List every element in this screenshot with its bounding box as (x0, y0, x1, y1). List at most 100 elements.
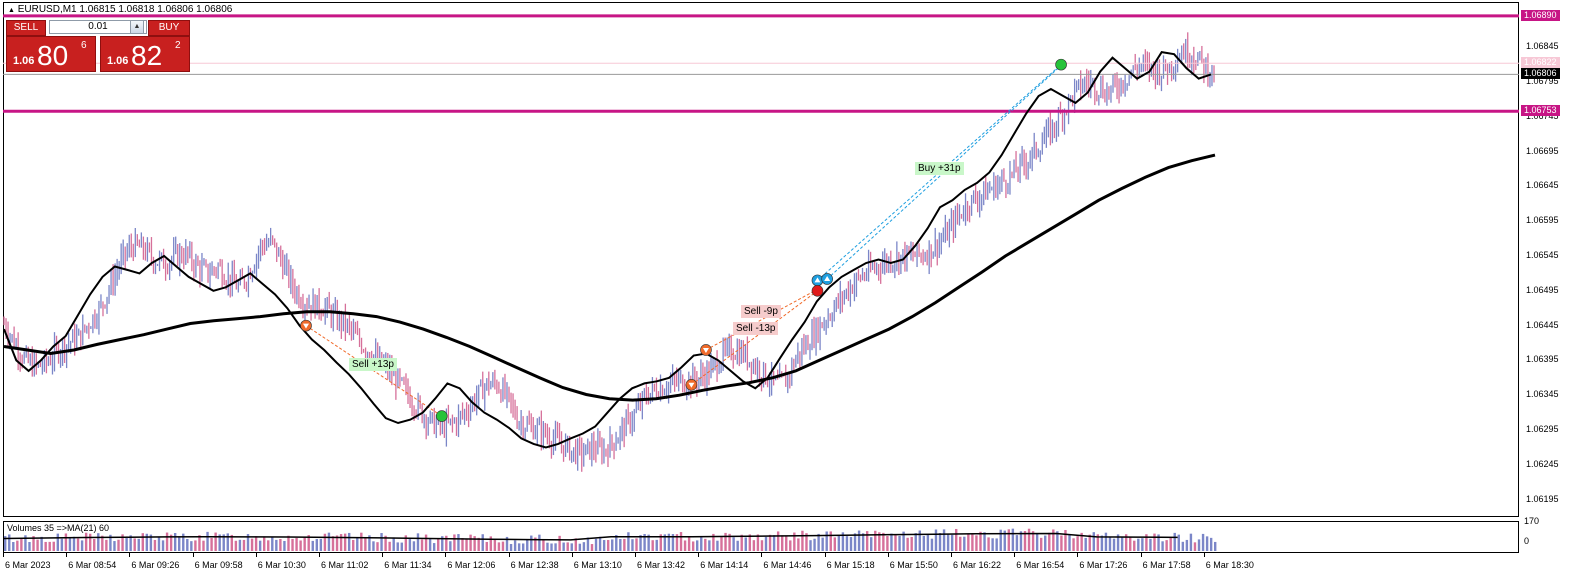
collapse-triangle-icon[interactable]: ▲ (8, 7, 15, 14)
volume-bar (323, 533, 327, 551)
volume-bar (186, 538, 189, 551)
volume-bar (1149, 538, 1152, 551)
volume-bar (1092, 532, 1095, 551)
time-axis-tick (824, 553, 826, 557)
time-axis-label: 6 Mar 15:50 (889, 560, 938, 570)
volume-bar (805, 533, 808, 551)
volume-bar (1145, 534, 1148, 551)
volume-bar (902, 531, 905, 551)
close-profit-dot-icon[interactable] (1055, 58, 1067, 71)
volume-svg (3, 528, 1217, 551)
buy-arrow-icon[interactable] (811, 274, 824, 287)
volume-bar (655, 539, 658, 551)
volume-bar (16, 540, 19, 551)
time-axis-label: 6 Mar 14:46 (763, 560, 812, 570)
volume-bar (922, 535, 926, 551)
price-tag: 1.06806 (1521, 68, 1560, 80)
volume-bar (517, 543, 521, 551)
buy-quote[interactable]: 1.06 82 2 (100, 36, 190, 72)
volume-bar (1044, 535, 1047, 551)
sell-quote[interactable]: 1.06 80 6 (6, 36, 96, 72)
volume-bar (271, 537, 274, 551)
buy-price-big: 82 (131, 40, 163, 71)
volume-bar (327, 532, 331, 551)
volume-bar (1161, 541, 1164, 551)
price-axis-label: 1.06495 (1526, 284, 1559, 295)
volume-axis-max: 170 (1524, 516, 1540, 526)
buy-button[interactable]: BUY (148, 20, 190, 36)
volume-bar (250, 538, 254, 551)
fast-moving-average (3, 51, 1212, 449)
volume-bar (971, 533, 974, 551)
volume-bar (1031, 531, 1035, 551)
volume-bar (408, 538, 412, 551)
price-chart-panel[interactable] (3, 2, 1519, 517)
volume-bar (453, 534, 456, 551)
price-axis-label: 1.06445 (1526, 319, 1559, 330)
volume-bar (364, 537, 367, 551)
time-axis-label: 6 Mar 17:26 (1079, 560, 1128, 570)
volume-bar (530, 535, 533, 551)
volume-bar (1133, 540, 1136, 551)
volume-bar (424, 534, 428, 551)
volume-bar (983, 532, 986, 551)
volume-bar (356, 537, 359, 551)
volume-bar (368, 535, 371, 551)
volume-bar (562, 542, 565, 551)
close-profit-dot-icon[interactable] (435, 410, 448, 422)
lot-size-input[interactable]: 0.01 (49, 20, 147, 34)
volume-bar (469, 534, 472, 551)
volume-bar (149, 534, 153, 551)
volume-bar (258, 540, 262, 551)
volume-bar (619, 539, 622, 551)
volume-bar (449, 541, 452, 551)
volume-bar (1084, 537, 1087, 551)
volume-bar (416, 533, 420, 551)
trade-connector-line (705, 286, 822, 351)
volume-bar (635, 538, 638, 551)
volume-bar (48, 541, 51, 551)
volume-bar (975, 535, 978, 551)
volume-bar (1157, 534, 1160, 551)
volume-bar (882, 532, 885, 551)
volume-bar (926, 534, 930, 551)
volume-bar (679, 532, 683, 551)
volume-bar (437, 538, 440, 551)
volume-bar (267, 540, 270, 551)
volume-bar (501, 541, 505, 551)
volume-bar (691, 541, 695, 551)
sell-button[interactable]: SELL (6, 20, 46, 36)
volume-bar (84, 532, 88, 551)
volume-bar (611, 539, 614, 551)
volume-bar (780, 535, 784, 551)
volume-bar (967, 534, 970, 551)
time-axis-tick (445, 553, 447, 557)
volume-bar (1116, 534, 1120, 551)
volume-bar (550, 543, 553, 551)
volume-bar (942, 529, 946, 551)
symbol-title: ▲ EURUSD,M1 1.06815 1.06818 1.06806 1.06… (8, 4, 232, 15)
buy-arrow-icon[interactable] (821, 273, 833, 285)
volume-bar (303, 536, 306, 551)
sell-arrow-icon[interactable] (700, 344, 712, 356)
sell-arrow-icon[interactable] (685, 378, 698, 391)
volume-bar (121, 534, 124, 551)
sell-arrow-icon[interactable] (300, 319, 312, 332)
close-loss-dot-icon[interactable] (811, 285, 824, 297)
volume-bar (578, 543, 582, 551)
time-axis-tick (1140, 553, 1142, 557)
volume-bar (194, 540, 197, 551)
volume-bar (574, 538, 578, 551)
volume-bar (400, 542, 403, 551)
volume-bar (728, 533, 731, 551)
volume-bar (963, 536, 966, 551)
volume-bar (36, 539, 39, 551)
lot-increase-button[interactable]: ▲ (130, 20, 144, 34)
volume-bar (420, 539, 424, 551)
volume-bar (218, 534, 221, 551)
volume-bar (1112, 538, 1116, 551)
volume-bar (105, 539, 108, 551)
volume-bar (894, 534, 897, 551)
time-axis-tick (382, 553, 384, 557)
volume-bar (1165, 540, 1168, 551)
